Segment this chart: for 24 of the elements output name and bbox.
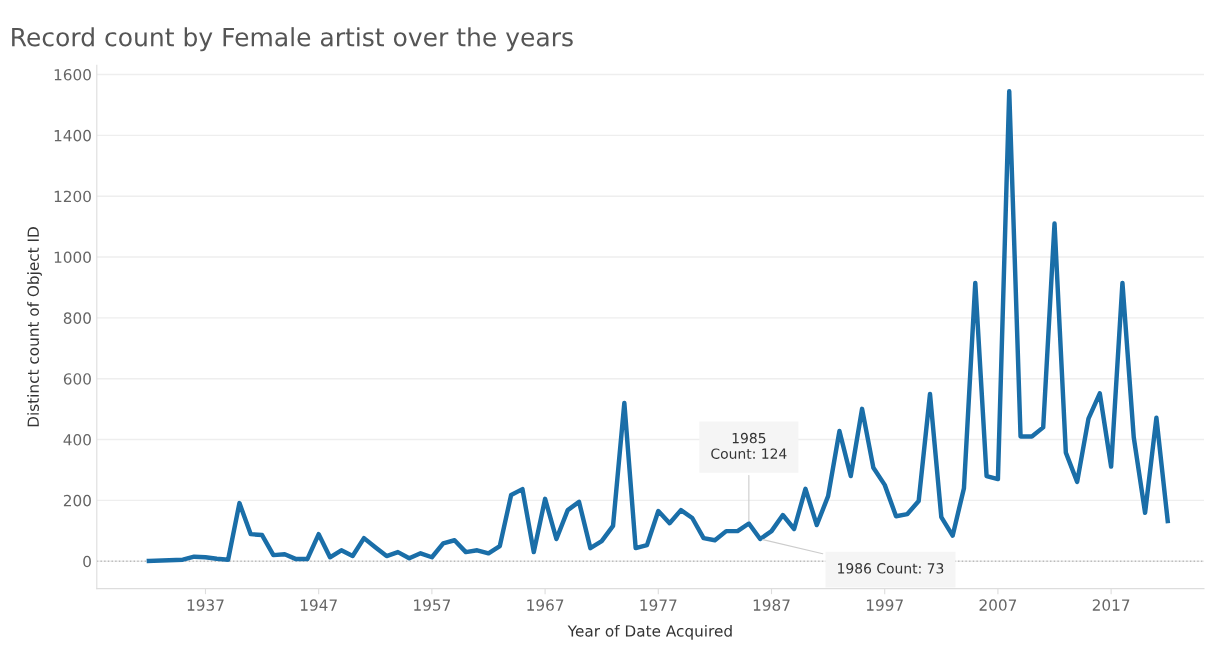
- x-axis-title: Year of Date Acquired: [567, 624, 732, 640]
- x-tick-label: 1997: [866, 599, 903, 611]
- annotation: 1986 Count: 73: [838, 563, 944, 574]
- y-tick-label: 400: [63, 434, 91, 446]
- x-tick-label: 1987: [753, 599, 790, 611]
- x-tick-label: 1977: [640, 599, 677, 611]
- x-tick-label: 1937: [187, 599, 224, 611]
- y-tick-label: 200: [63, 494, 91, 507]
- line-series: [146, 89, 1170, 564]
- x-tick-label: 1967: [527, 599, 564, 611]
- y-tick-label: 800: [63, 312, 91, 324]
- x-tick-label: 1947: [300, 599, 337, 611]
- y-tick-label: 0: [83, 555, 91, 568]
- y-tick-label: 1400: [54, 129, 91, 142]
- y-tick-label: 1200: [54, 190, 91, 203]
- y-tick-label: 600: [63, 373, 91, 385]
- y-tick-label: 1000: [54, 251, 91, 264]
- x-tick-label: 1957: [414, 599, 451, 611]
- x-tick-label: 2017: [1092, 599, 1130, 611]
- x-tick-label: 2007: [979, 599, 1017, 611]
- annotation: 1985 Count: 124: [711, 432, 787, 459]
- y-axis-title: Distinct count of Object ID: [27, 227, 42, 427]
- y-tick-label: 1600: [54, 68, 91, 81]
- chart-title: Record count by Female artist over the years: [12, 27, 573, 52]
